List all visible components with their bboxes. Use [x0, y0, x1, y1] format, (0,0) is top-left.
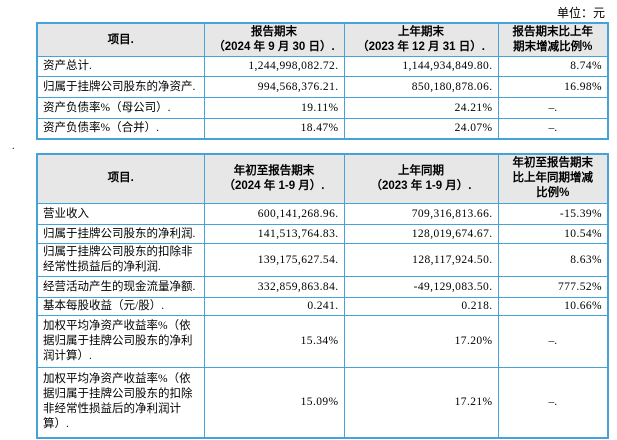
table-row: 经营活动产生的现金流量净额. 332,859,863.84. -49,129,083… [36, 276, 609, 298]
row-label-cell: 资产负债率%（母公司）. [36, 97, 205, 119]
value-cell: 17.20% [343, 315, 499, 368]
table-row: 资产负债率%（母公司）. 19.11% 24.21% –. [36, 97, 609, 119]
column-header-1: 报告期末 （2024 年 9 月 30 日）. [203, 22, 345, 57]
column-header-0: 项目. [36, 22, 205, 57]
table-header: 项目. 年初至报告期末 （2024 年 1-9 月）. 上年同期 （2023 年 1… [36, 153, 609, 204]
value-cell: 0.241. [203, 297, 345, 316]
row-label-cell: 资产负债率%（合并）. [36, 118, 205, 139]
value-cell: 24.21% [343, 97, 499, 119]
value-cell: 1,244,998,082.72. [203, 56, 345, 77]
table-row: 归属于挂牌公司股东的净资产. 994,568,376.21. 850,180,878… [36, 76, 609, 98]
value-cell: 10.54% [497, 224, 609, 244]
table-row: 资产总计. 1,244,998,082.72. 1,144,934,849.80. 8… [36, 56, 609, 77]
report-body: 项目. 报告期末 （2024 年 9 月 30 日）. 上年期末 （2023 年 1… [0, 22, 617, 439]
row-label-cell: 经营活动产生的现金流量净额. [36, 276, 205, 298]
row-label-cell: 归属于挂牌公司股东的净利润. [36, 224, 205, 244]
empty-dash-cell: –. [497, 118, 609, 139]
column-header-2: 上年期末 （2023 年 12 月 31 日）. [343, 22, 499, 57]
table-row: 营业收入 600,141,268.96. 709,316,813.66. -15.39… [36, 203, 609, 225]
table-row: 资产负债率%（合并）. 18.47% 24.07% –. [36, 118, 609, 139]
value-cell: 128,019,674.67. [343, 224, 499, 244]
column-header-3: 报告期末比上年 期末增减比例% [497, 22, 609, 57]
value-cell: 0.218. [343, 297, 499, 316]
value-cell: 128,117,924.50. [343, 243, 499, 277]
paragraph-mark: . [12, 140, 15, 152]
row-label-cell: 基本每股收益（元/股）. [36, 297, 205, 316]
value-cell: 8.63% [497, 243, 609, 277]
table-row: 归属于挂牌公司股东的净利润. 141,513,764.83. 128,019,674… [36, 224, 609, 244]
value-cell: -15.39% [497, 203, 609, 225]
value-cell: 17.21% [343, 367, 499, 438]
value-cell: 709,316,813.66. [343, 203, 499, 225]
table-row: 加权平均净资产收益率%（依 据归属于挂牌公司股东的净利 润计算）. 15.34% 1… [36, 315, 609, 368]
value-cell: 15.09% [203, 367, 345, 438]
value-cell: -49,129,083.50. [343, 276, 499, 298]
row-label-cell: 资产总计. [36, 56, 205, 77]
value-cell: 18.47% [203, 118, 345, 139]
empty-dash-cell: –. [497, 315, 609, 368]
row-label-cell: 加权平均净资产收益率%（依 据归属于挂牌公司股东的扣除 非经常性损益后的净利润计… [36, 367, 205, 438]
column-header-1: 年初至报告期末 （2024 年 1-9 月）. [203, 153, 345, 204]
value-cell: 16.98% [497, 76, 609, 98]
column-header-0: 项目. [36, 153, 205, 204]
column-header-3: 年初至报告期末 比上年同期增减 比例% [497, 153, 609, 204]
column-header-2: 上年同期 （2023 年 1-9 月）. [343, 153, 499, 204]
value-cell: 19.11% [203, 97, 345, 119]
table-row: 归属于挂牌公司股东的扣除非 经常性损益后的净利润. 139,175,627.54.… [36, 243, 609, 277]
table-row: 加权平均净资产收益率%（依 据归属于挂牌公司股东的扣除 非经常性损益后的净利润计… [36, 367, 609, 438]
ytd-summary-table: 项目. 年初至报告期末 （2024 年 1-9 月）. 上年同期 （2023 年 1… [36, 152, 609, 439]
empty-dash-cell: –. [497, 367, 609, 438]
unit-label: 单位：元 [556, 6, 605, 20]
value-cell: 139,175,627.54. [203, 243, 345, 277]
row-label-cell: 归属于挂牌公司股东的扣除非 经常性损益后的净利润. [36, 243, 205, 277]
empty-dash-cell: –. [497, 97, 609, 119]
value-cell: 850,180,878.06. [343, 76, 499, 98]
value-cell: 15.34% [203, 315, 345, 368]
row-label-cell: 加权平均净资产收益率%（依 据归属于挂牌公司股东的净利 润计算）. [36, 315, 205, 368]
table-header: 项目. 报告期末 （2024 年 9 月 30 日）. 上年期末 （2023 年 1… [36, 22, 609, 57]
value-cell: 1,144,934,849.80. [343, 56, 499, 77]
value-cell: 777.52% [497, 276, 609, 298]
value-cell: 332,859,863.84. [203, 276, 345, 298]
value-cell: 994,568,376.21. [203, 76, 345, 98]
row-label-cell: 归属于挂牌公司股东的净资产. [36, 76, 205, 98]
value-cell: 600,141,268.96. [203, 203, 345, 225]
value-cell: 10.66% [497, 297, 609, 316]
value-cell: 141,513,764.83. [203, 224, 345, 244]
value-cell: 24.07% [343, 118, 499, 139]
table-row: 基本每股收益（元/股）. 0.241. 0.218. 10.66% [36, 297, 609, 316]
value-cell: 8.74% [497, 56, 609, 77]
row-label-cell: 营业收入 [36, 203, 205, 225]
period-end-summary-table: 项目. 报告期末 （2024 年 9 月 30 日）. 上年期末 （2023 年 1… [36, 22, 609, 140]
table-gap: . [12, 140, 617, 153]
